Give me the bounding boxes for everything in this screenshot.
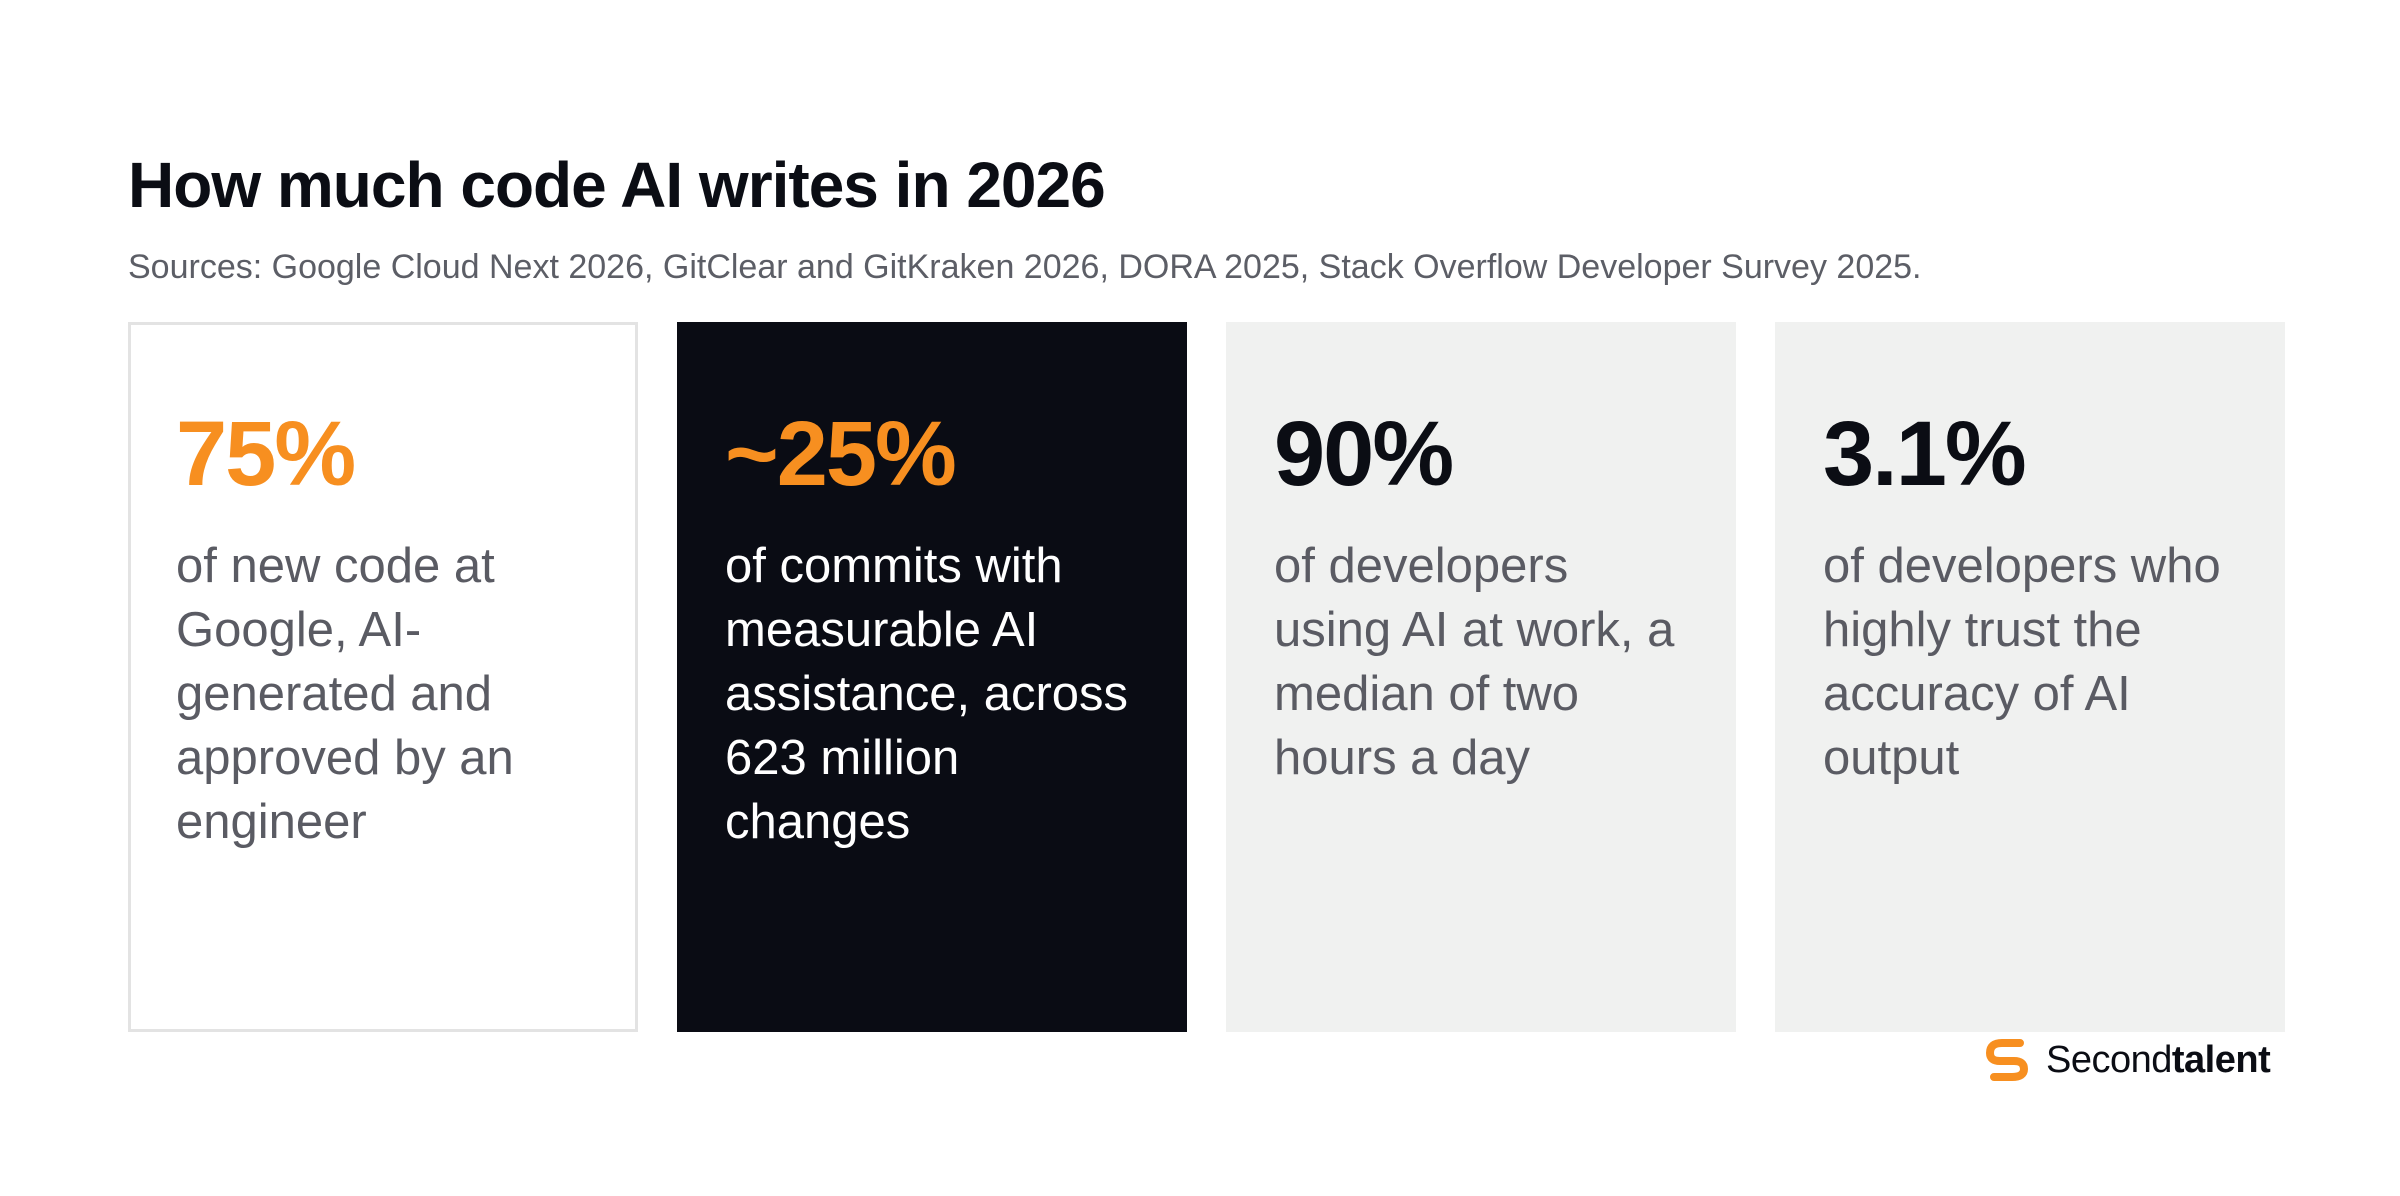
stat-value: 75% — [176, 403, 356, 505]
stat-description: of developers who highly trust the accur… — [1823, 539, 2221, 785]
brand-name: Secondtalent — [2046, 1038, 2271, 1082]
stat-value: 90% — [1274, 403, 1454, 505]
stat-card-usage: 90% of developers using AI at work, a me… — [1226, 322, 1736, 1032]
stat-cards: 75% of new code at Google, AI-generated … — [128, 322, 2285, 1032]
stat-description: of new code at Google, AI-generated and … — [176, 539, 514, 849]
brand-name-regular: Second — [2046, 1038, 2172, 1081]
stat-description: of commits with measurable AI assistance… — [725, 539, 1129, 849]
sources-subtitle: Sources: Google Cloud Next 2026, GitClea… — [128, 248, 1922, 286]
page-title: How much code AI writes in 2026 — [128, 149, 1106, 221]
stat-card-trust: 3.1% of developers who highly trust the … — [1775, 322, 2285, 1032]
brand-name-bold: talent — [2171, 1038, 2271, 1081]
stat-card-google: 75% of new code at Google, AI-generated … — [128, 322, 638, 1032]
stat-description: of developers using AI at work, a median… — [1274, 539, 1675, 785]
secondtalent-logo-icon — [1986, 1039, 2028, 1081]
brand-logo: Secondtalent — [1980, 1032, 2271, 1088]
stat-card-commits: ~25% of commits with measurable AI assis… — [677, 322, 1187, 1032]
stat-value: ~25% — [725, 403, 957, 505]
stat-value: 3.1% — [1823, 403, 2027, 505]
